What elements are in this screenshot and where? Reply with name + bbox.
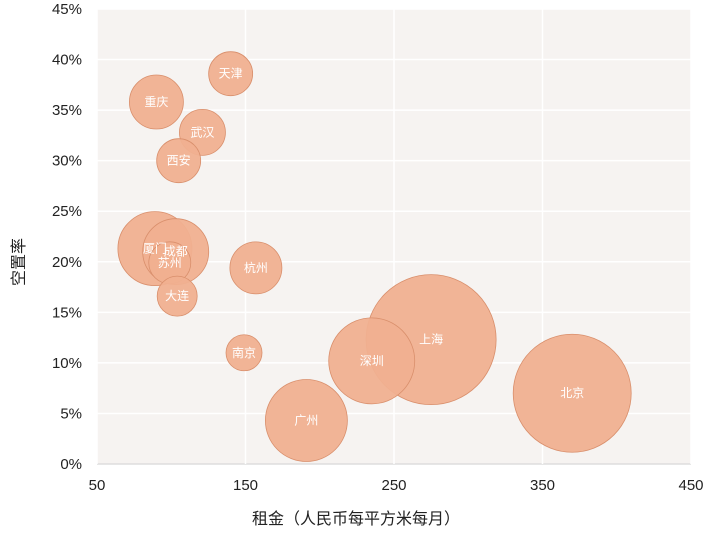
y-tick-label: 30%: [52, 153, 82, 170]
bubble-circle[interactable]: [156, 138, 202, 184]
y-tick-label: 35%: [52, 102, 82, 119]
x-tick-label: 350: [530, 477, 555, 494]
y-tick-label: 40%: [52, 52, 82, 69]
bubble-label: 厦门: [143, 241, 167, 256]
bubble[interactable]: [208, 51, 254, 97]
bubble-circle[interactable]: [156, 275, 198, 317]
bubble-circle[interactable]: [208, 51, 254, 97]
y-tick-label: 25%: [52, 203, 82, 220]
bubble-label: 天津: [219, 67, 243, 81]
bubble-label: 北京: [560, 386, 584, 400]
bubble[interactable]: [229, 241, 283, 295]
bubble-circle[interactable]: [512, 333, 632, 453]
bubble-label: 南京: [232, 345, 256, 360]
bubble[interactable]: [264, 379, 348, 462]
bubble-circle[interactable]: [328, 317, 416, 405]
bubble-circle[interactable]: [229, 241, 283, 295]
bubble[interactable]: [225, 334, 263, 372]
bubble-label: 重庆: [144, 95, 168, 109]
bubble-label: 武汉: [190, 125, 214, 139]
y-tick-label: 45%: [52, 1, 82, 18]
bubble-label: 深圳: [360, 354, 384, 368]
x-tick-label: 50: [89, 477, 106, 494]
y-tick-label: 10%: [52, 355, 82, 372]
bubble[interactable]: [156, 275, 198, 317]
bubble-label: 大连: [165, 288, 189, 303]
y-axis-title: 空置率: [10, 238, 28, 286]
x-tick-label: 150: [233, 477, 258, 494]
bubble[interactable]: [128, 74, 184, 130]
bubble[interactable]: [328, 317, 416, 405]
y-axis-ticks: 0% 5% 10% 15% 20% 25% 30% 35% 40% 45%: [52, 1, 82, 473]
x-tick-label: 250: [381, 477, 406, 494]
y-tick-label: 20%: [52, 254, 82, 271]
bubble-label: 杭州: [244, 260, 268, 275]
bubble-circle[interactable]: [128, 74, 184, 130]
bubble-circle[interactable]: [264, 379, 348, 462]
y-tick-label: 5%: [60, 405, 82, 422]
bubble-label: 西安: [167, 153, 191, 168]
bubble-label: 上海: [419, 332, 443, 347]
bubble-circle[interactable]: [225, 334, 263, 372]
y-tick-label: 15%: [52, 304, 82, 321]
x-axis-title: 租金（人民币每平方米每月）: [252, 510, 460, 528]
bubble[interactable]: [512, 333, 632, 453]
bubble-label: 苏州: [158, 256, 182, 270]
bubble-label: 成都: [164, 245, 188, 259]
y-tick-label: 0%: [60, 456, 82, 473]
x-tick-label: 450: [678, 477, 703, 494]
x-axis-ticks: 50 150 250 350 450: [89, 477, 704, 494]
bubble-label: 广州: [294, 414, 318, 428]
bubble[interactable]: [156, 138, 202, 184]
